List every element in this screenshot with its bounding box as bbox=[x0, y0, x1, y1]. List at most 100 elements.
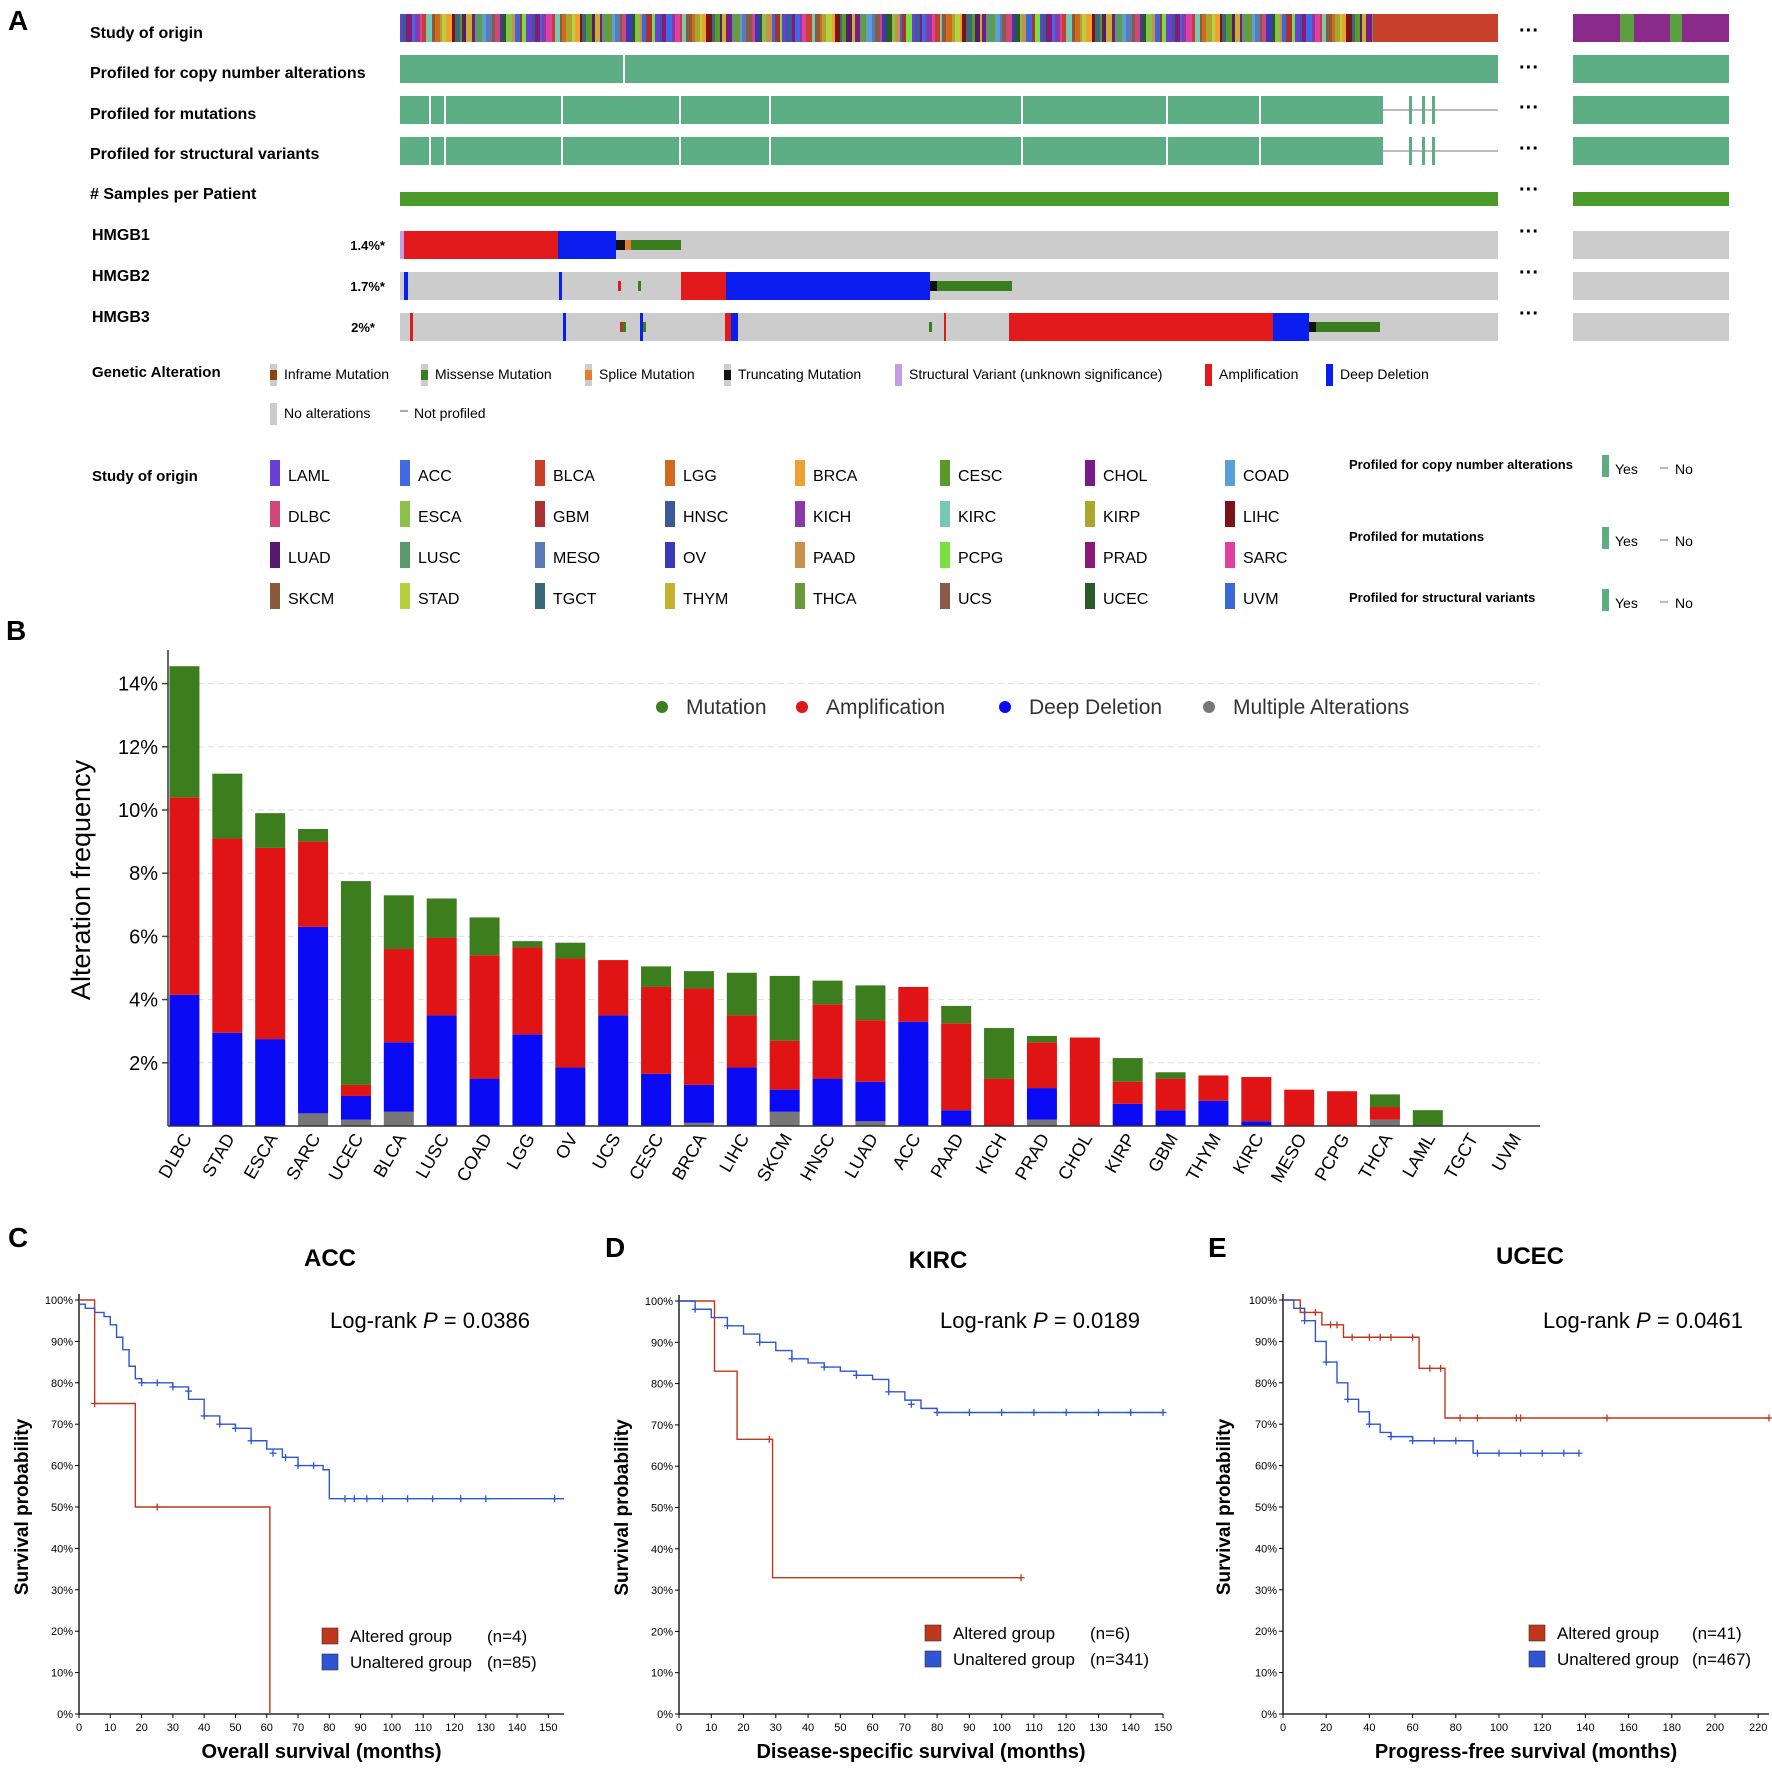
km-plot-kirc: KIRC 0% 10% 20% 30% 40% 50% 60% 70% 80% 90% 100% 0 10… bbox=[612, 1247, 1172, 1763]
bar-segment bbox=[726, 1067, 757, 1126]
gene-track-hmgb3-tail bbox=[1573, 313, 1729, 341]
bar-segment bbox=[1112, 1081, 1143, 1104]
log-rank-prefix: Log-rank bbox=[1543, 1308, 1636, 1333]
study-stripe bbox=[1212, 14, 1215, 42]
cna-track-tail bbox=[1573, 55, 1729, 83]
study-stripe bbox=[1320, 14, 1322, 42]
x-tick-label: 100 bbox=[1490, 1722, 1508, 1734]
x-tick-label: OV bbox=[551, 1130, 581, 1163]
study-stripe bbox=[782, 14, 786, 42]
study-stripe bbox=[492, 14, 495, 42]
study-stripe bbox=[1315, 14, 1320, 42]
bar-segment bbox=[169, 797, 200, 995]
study-stripe bbox=[1355, 14, 1360, 42]
study-stripe bbox=[1332, 14, 1335, 42]
bar-segment bbox=[1198, 1075, 1229, 1101]
y-tick-label: 20% bbox=[51, 1626, 73, 1638]
study-legend-swatch bbox=[795, 501, 805, 527]
study-stripe bbox=[522, 14, 526, 42]
profiled-legend: Profiled for copy number alterations Yes… bbox=[1349, 455, 1693, 611]
alteration-amplification bbox=[1009, 313, 1273, 341]
study-stripe bbox=[420, 14, 422, 42]
bar-segment bbox=[812, 1078, 843, 1126]
y-tick-label: 90% bbox=[651, 1337, 673, 1349]
study-stripe bbox=[832, 14, 835, 42]
alteration-deep-deletion bbox=[1273, 313, 1309, 341]
study-stripe bbox=[915, 14, 920, 42]
study-stripe bbox=[755, 14, 760, 42]
legend-swatch bbox=[1205, 364, 1212, 386]
log-rank-annotation: Log-rank P = 0.0189 bbox=[940, 1308, 1140, 1333]
study-stripe bbox=[780, 14, 782, 42]
study-stripe bbox=[1002, 14, 1006, 42]
bar-segment bbox=[941, 1023, 972, 1111]
study-legend-label: HNSC bbox=[683, 509, 728, 526]
y-tick-label: 60% bbox=[651, 1461, 673, 1473]
oncoprint: Study of origin Profiled for copy number… bbox=[90, 14, 1729, 611]
x-tick-label: ESCA bbox=[240, 1130, 282, 1182]
bar-segment bbox=[726, 972, 757, 1016]
study-stripe bbox=[600, 14, 602, 42]
study-stripe bbox=[1242, 14, 1246, 42]
bar-segment bbox=[1026, 1119, 1057, 1126]
study-stripe bbox=[846, 14, 852, 42]
bar-segment bbox=[340, 881, 371, 1085]
alteration-splice bbox=[625, 240, 631, 250]
legend-swatch bbox=[724, 370, 731, 380]
y-tick-label: 90% bbox=[1255, 1336, 1277, 1348]
ellipsis: ··· bbox=[1519, 179, 1539, 201]
chart-grid bbox=[168, 683, 1540, 1064]
study-stripe bbox=[795, 14, 800, 42]
x-tick-label: DLBC bbox=[155, 1130, 196, 1182]
study-stripe bbox=[1135, 14, 1140, 42]
legend-no-label: No bbox=[1675, 461, 1693, 477]
bar-segment bbox=[512, 941, 543, 948]
study-stripe bbox=[1295, 14, 1300, 42]
log-rank-value: = 0.0386 bbox=[438, 1308, 530, 1333]
bar-segment bbox=[1327, 1091, 1358, 1126]
study-stripe bbox=[715, 14, 720, 42]
study-stripe bbox=[662, 14, 666, 42]
study-stripe bbox=[962, 14, 966, 42]
ellipsis: ··· bbox=[1519, 97, 1539, 119]
bar-segment bbox=[555, 1067, 586, 1126]
y-tick-label: 70% bbox=[1255, 1419, 1277, 1431]
legend-swatch bbox=[924, 1650, 942, 1668]
y-tick-label: 0% bbox=[657, 1709, 673, 1721]
study-legend-swatch bbox=[665, 583, 675, 609]
alteration-missense bbox=[929, 322, 932, 332]
study-legend-swatch bbox=[535, 542, 545, 568]
study-stripe bbox=[1235, 14, 1240, 42]
study-stripe bbox=[686, 14, 692, 42]
study-stripe bbox=[626, 14, 632, 42]
study-stripe bbox=[1222, 14, 1226, 42]
legend-label: Unaltered group bbox=[953, 1650, 1075, 1669]
study-stripe bbox=[1180, 14, 1182, 42]
legend-n: (n=85) bbox=[487, 1653, 537, 1672]
bar-segment bbox=[512, 947, 543, 1035]
study-legend-label: UCS bbox=[958, 591, 992, 608]
study-stripe bbox=[460, 14, 462, 42]
y-tick-label: 50% bbox=[651, 1503, 673, 1515]
study-stripe bbox=[892, 14, 895, 42]
study-stripe bbox=[1195, 14, 1200, 42]
study-stripe bbox=[486, 14, 492, 42]
x-tick-label: 0 bbox=[1280, 1722, 1286, 1734]
plot-title: UCEC bbox=[1496, 1243, 1564, 1270]
study-stripe bbox=[955, 14, 960, 42]
study-legend-label: UCEC bbox=[1103, 591, 1148, 608]
x-tick-label: 120 bbox=[1533, 1722, 1551, 1734]
study-stripe bbox=[986, 14, 992, 42]
study-legend-label: CESC bbox=[958, 468, 1002, 485]
study-legend-label: BLCA bbox=[553, 468, 595, 485]
study-stripe bbox=[1126, 14, 1132, 42]
x-tick-label: 220 bbox=[1749, 1722, 1767, 1734]
y-tick-label: 60% bbox=[51, 1461, 73, 1473]
study-legend-label: DLBC bbox=[288, 509, 331, 526]
legend-label: Altered group bbox=[953, 1624, 1055, 1643]
gene-pct-hmgb2: 1.7%* bbox=[350, 279, 386, 294]
study-stripe bbox=[480, 14, 482, 42]
x-tick-label: 80 bbox=[931, 1722, 943, 1734]
panel-label-e: E bbox=[1208, 1232, 1227, 1263]
legend-label: Truncating Mutation bbox=[738, 366, 861, 382]
